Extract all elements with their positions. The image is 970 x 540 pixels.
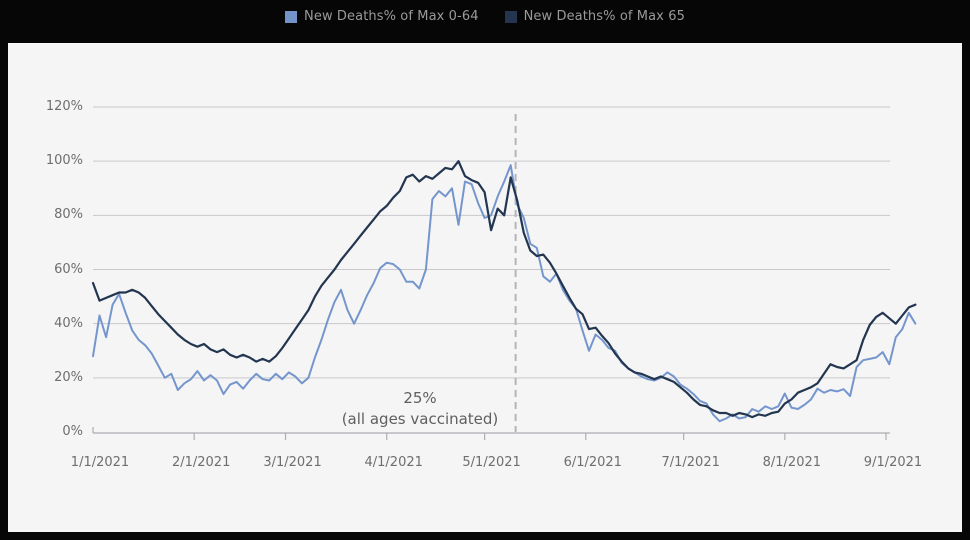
y-tick-label-0%: 0% <box>62 424 83 439</box>
x-tick-label-4/1/2021: 4/1/2021 <box>364 455 423 470</box>
y-tick-label-60%: 60% <box>54 261 83 277</box>
legend-swatch-65-icon <box>504 10 517 23</box>
x-tick-label-5/1/2021: 5/1/2021 <box>462 455 521 470</box>
legend-item-0-64[interactable]: New Deaths% of Max 0-64 <box>285 9 479 24</box>
vaccination-annotation: 25% (all ages vaccinated) <box>310 388 530 430</box>
legend-item-65[interactable]: New Deaths% of Max 65 <box>504 9 685 24</box>
x-tick-label-6/1/2021: 6/1/2021 <box>563 455 622 470</box>
x-tick-label-2/1/2021: 2/1/2021 <box>171 455 231 470</box>
series-line-1 <box>91 160 917 419</box>
annotation-line1: 25% <box>403 389 437 407</box>
y-tick-label-100%: 100% <box>45 153 83 169</box>
x-tick-label-3/1/2021: 3/1/2021 <box>263 455 322 470</box>
annotation-line2: (all ages vaccinated) <box>341 410 499 428</box>
legend-label-0-64: New Deaths% of Max 0-64 <box>304 9 479 24</box>
x-tick-label-9/1/2021: 9/1/2021 <box>863 455 923 470</box>
y-tick-label-20%: 20% <box>54 369 83 385</box>
x-tick-label-1/1/2021: 1/1/2021 <box>70 455 130 470</box>
y-tick-label-40%: 40% <box>54 315 83 331</box>
chart-legend: New Deaths% of Max 0-64 New Deaths% of M… <box>0 0 970 43</box>
x-tick-label-8/1/2021: 8/1/2021 <box>762 455 822 470</box>
legend-swatch-0-64-icon <box>285 10 298 23</box>
series-line-0 <box>92 164 917 423</box>
line-chart <box>91 106 917 440</box>
x-tick-label-7/1/2021: 7/1/2021 <box>661 455 720 470</box>
y-tick-label-120%: 120% <box>45 99 83 114</box>
chart-panel: 0% 20% 40% 60% 80% 100% 120% 1/1/2021 2/1/2021 3… <box>8 43 962 532</box>
y-tick-label-80%: 80% <box>54 207 83 223</box>
legend-label-65: New Deaths% of Max 65 <box>523 9 685 24</box>
